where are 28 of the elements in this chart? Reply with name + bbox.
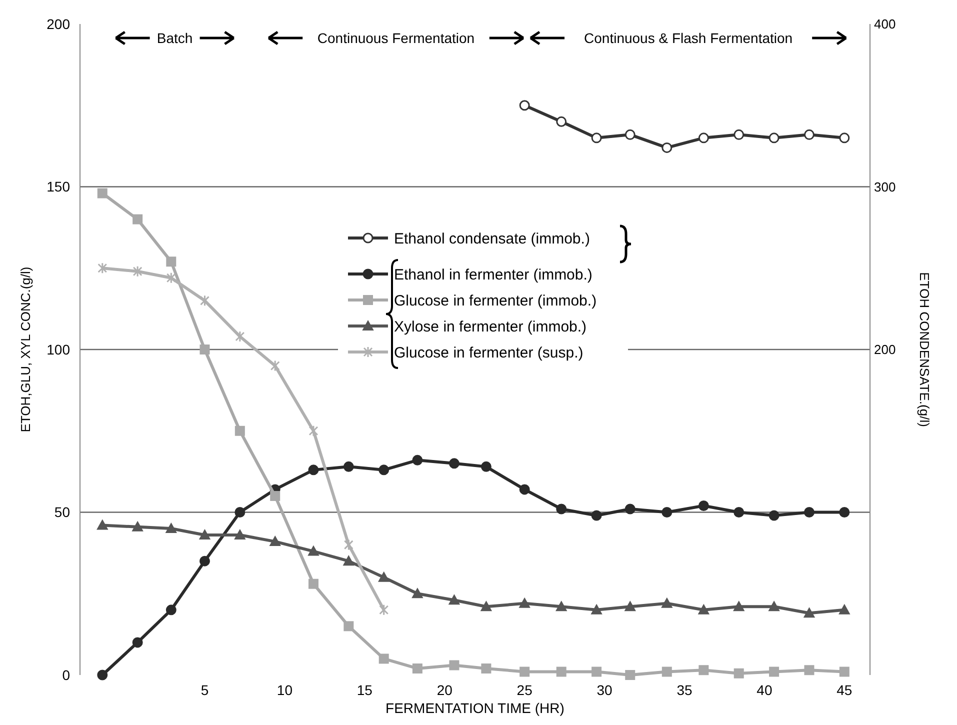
y-tick-label: 0 bbox=[62, 666, 70, 683]
x-tick-label: 45 bbox=[836, 682, 852, 698]
x-tick-label: 10 bbox=[276, 682, 293, 698]
x-tick-label: 30 bbox=[596, 682, 613, 698]
x-tick-label: 15 bbox=[356, 682, 373, 698]
annotation: Continuous Fermentation bbox=[317, 30, 475, 46]
x-tick-label: 20 bbox=[436, 682, 453, 698]
y-tick-label: 100 bbox=[46, 341, 70, 358]
x-axis-title: FERMENTATION TIME (HR) bbox=[386, 700, 564, 716]
legend-label: Ethanol in fermenter (immob.) bbox=[394, 266, 592, 284]
x-tick-label: 5 bbox=[200, 682, 209, 698]
y2-axis-title: ETOH CONDENSATE.(g/l) bbox=[917, 272, 932, 427]
annotation: Batch bbox=[156, 30, 193, 46]
legend-label: Ethanol condensate (immob.) bbox=[394, 230, 590, 248]
y-axis-title: ETOH,GLU, XYL CONC.(g/l) bbox=[18, 266, 33, 432]
legend-label: Glucose in fermenter (immob.) bbox=[394, 292, 597, 310]
y-tick-label: 50 bbox=[54, 504, 70, 520]
x-tick-label: 40 bbox=[756, 682, 772, 698]
x-tick-label: 25 bbox=[516, 682, 533, 698]
y-tick-label: 150 bbox=[46, 178, 70, 195]
y2-tick-label: 300 bbox=[874, 179, 896, 194]
y2-tick-label: 400 bbox=[874, 16, 896, 32]
y2-tick-label: 200 bbox=[874, 342, 896, 358]
legend-label: Glucose in fermenter (susp.) bbox=[394, 344, 584, 362]
legend-label: Xylose in fermenter (immob.) bbox=[394, 318, 587, 336]
x-tick-label: 35 bbox=[676, 682, 692, 698]
annotation: Continuous & Flash Fermentation bbox=[584, 30, 793, 46]
y-tick-label: 200 bbox=[46, 16, 70, 32]
